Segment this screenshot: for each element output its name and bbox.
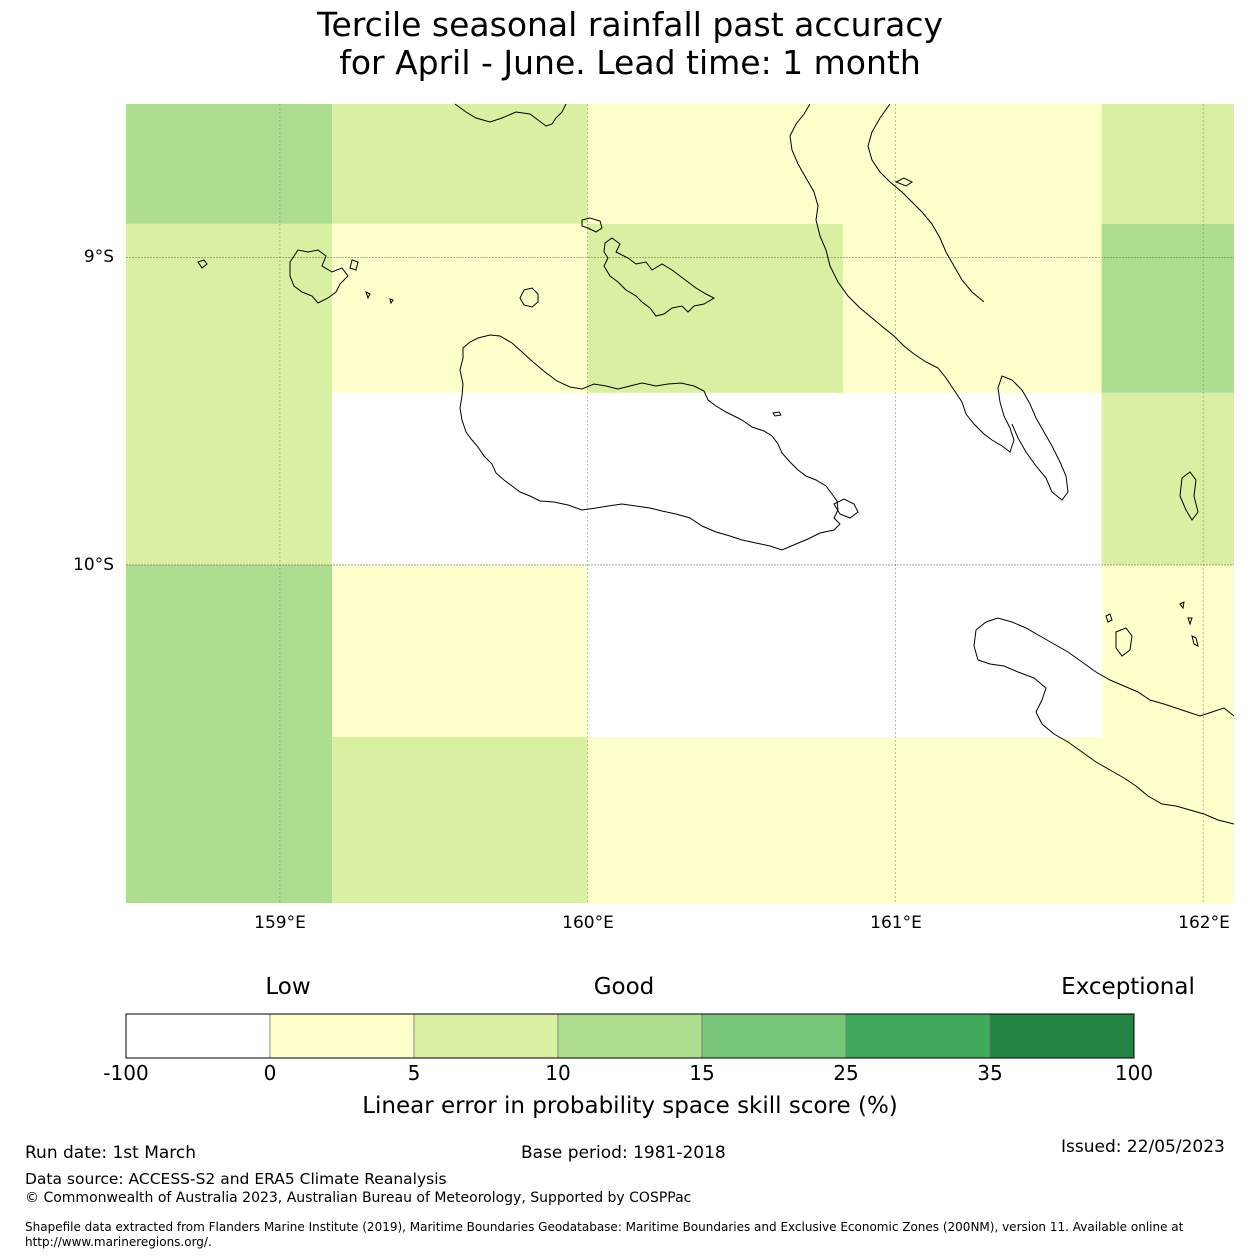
coastline-nggela — [603, 237, 716, 317]
skill-cell — [332, 737, 588, 903]
run-date: Run date: 1st March — [25, 1143, 197, 1163]
colorbar-tick: 15 — [689, 1061, 715, 1085]
coastline-islet — [1191, 635, 1199, 647]
coastline-islet — [772, 411, 782, 417]
graticule — [126, 104, 1234, 903]
skill-cell — [1101, 104, 1234, 224]
lat-label-9s: 9°S — [83, 247, 114, 267]
lon-label-159e: 159°E — [254, 913, 306, 933]
skill-cell — [126, 564, 333, 903]
colorbar-swatch — [989, 1013, 1135, 1059]
skill-cell — [332, 564, 588, 738]
skill-cell — [126, 223, 333, 565]
coastline-new-georgia — [454, 103, 567, 127]
colorbar-tick: 10 — [545, 1061, 571, 1085]
lon-label-161e: 161°E — [870, 913, 922, 933]
coastline-islet — [365, 291, 371, 300]
coastline-malaita — [789, 103, 1069, 501]
title-line-2: for April - June. Lead time: 1 month — [339, 43, 921, 82]
skill-cell — [587, 564, 1102, 738]
coastline-islet — [1115, 627, 1133, 657]
colorbar-swatch — [845, 1013, 991, 1059]
skill-cell — [332, 392, 1102, 565]
lat-label-10s: 10°S — [73, 555, 114, 575]
colorbar — [125, 1013, 1135, 1059]
colorbar-swatch — [701, 1013, 847, 1059]
colorbar-tick: 25 — [833, 1061, 859, 1085]
skill-cell — [587, 737, 1234, 903]
colorbar-tick: -100 — [103, 1061, 149, 1085]
copyright: © Commonwealth of Australia 2023, Austra… — [25, 1190, 692, 1206]
shapefile-credit: Shapefile data extracted from Flanders M… — [25, 1220, 1184, 1249]
coastline-islet — [389, 298, 394, 305]
coastline-russell — [289, 249, 349, 304]
coastline-makira-south — [973, 629, 1235, 825]
skill-cell — [1101, 564, 1234, 738]
colorbar-tick: 35 — [977, 1061, 1003, 1085]
skill-cell — [587, 223, 844, 393]
colorbar-tick: 5 — [407, 1061, 421, 1085]
skill-cell — [587, 104, 1102, 224]
coastline-islet — [1105, 613, 1113, 623]
colorbar-swatch — [557, 1013, 703, 1059]
colorbar-tick: 100 — [1114, 1061, 1154, 1085]
coastline-islet — [581, 217, 603, 233]
coastline-islet — [833, 498, 859, 519]
colorbar-swatch — [269, 1013, 415, 1059]
colorbar-swatch — [125, 1013, 271, 1059]
lon-label-160e: 160°E — [562, 913, 614, 933]
colorbar-frame — [125, 1013, 1135, 1059]
colorbar-swatch — [413, 1013, 559, 1059]
chart-title: Tercile seasonal rainfall past accuracy … — [0, 6, 1260, 82]
colorbar-label: Linear error in probability space skill … — [362, 1093, 898, 1119]
base-period: Base period: 1981-2018 — [521, 1143, 726, 1163]
issued-date: Issued: 22/05/2023 — [1061, 1137, 1225, 1157]
coastline-islet — [349, 259, 359, 271]
skill-grid — [126, 104, 1234, 903]
skill-cell — [1101, 223, 1234, 393]
coastline-layer — [197, 103, 1235, 825]
coastline-malaita-2 — [867, 103, 985, 303]
coastline-islet — [894, 177, 913, 187]
coastline-islet — [1179, 601, 1185, 610]
coastline-ulawa — [1179, 471, 1199, 521]
coastline-guadalcanal — [459, 334, 841, 551]
coastline-islet — [197, 259, 208, 269]
coastline-islet — [1187, 617, 1193, 626]
data-source: Data source: ACCESS-S2 and ERA5 Climate … — [25, 1170, 447, 1188]
colorbar-tick: 0 — [263, 1061, 277, 1085]
legend-label-good: Good — [593, 974, 655, 1000]
coastline-savo — [519, 287, 539, 308]
skill-cell — [843, 223, 1102, 393]
lon-label-162e: 162°E — [1178, 913, 1230, 933]
legend-label-low: Low — [265, 974, 311, 1000]
skill-cell — [332, 104, 588, 224]
skill-cell — [1101, 392, 1234, 565]
title-line-1: Tercile seasonal rainfall past accuracy — [316, 5, 944, 44]
coastline-makira — [975, 617, 1235, 717]
skill-cell — [126, 104, 333, 224]
skill-cell — [332, 223, 588, 393]
legend-label-exceptional: Exceptional — [1061, 974, 1195, 1000]
